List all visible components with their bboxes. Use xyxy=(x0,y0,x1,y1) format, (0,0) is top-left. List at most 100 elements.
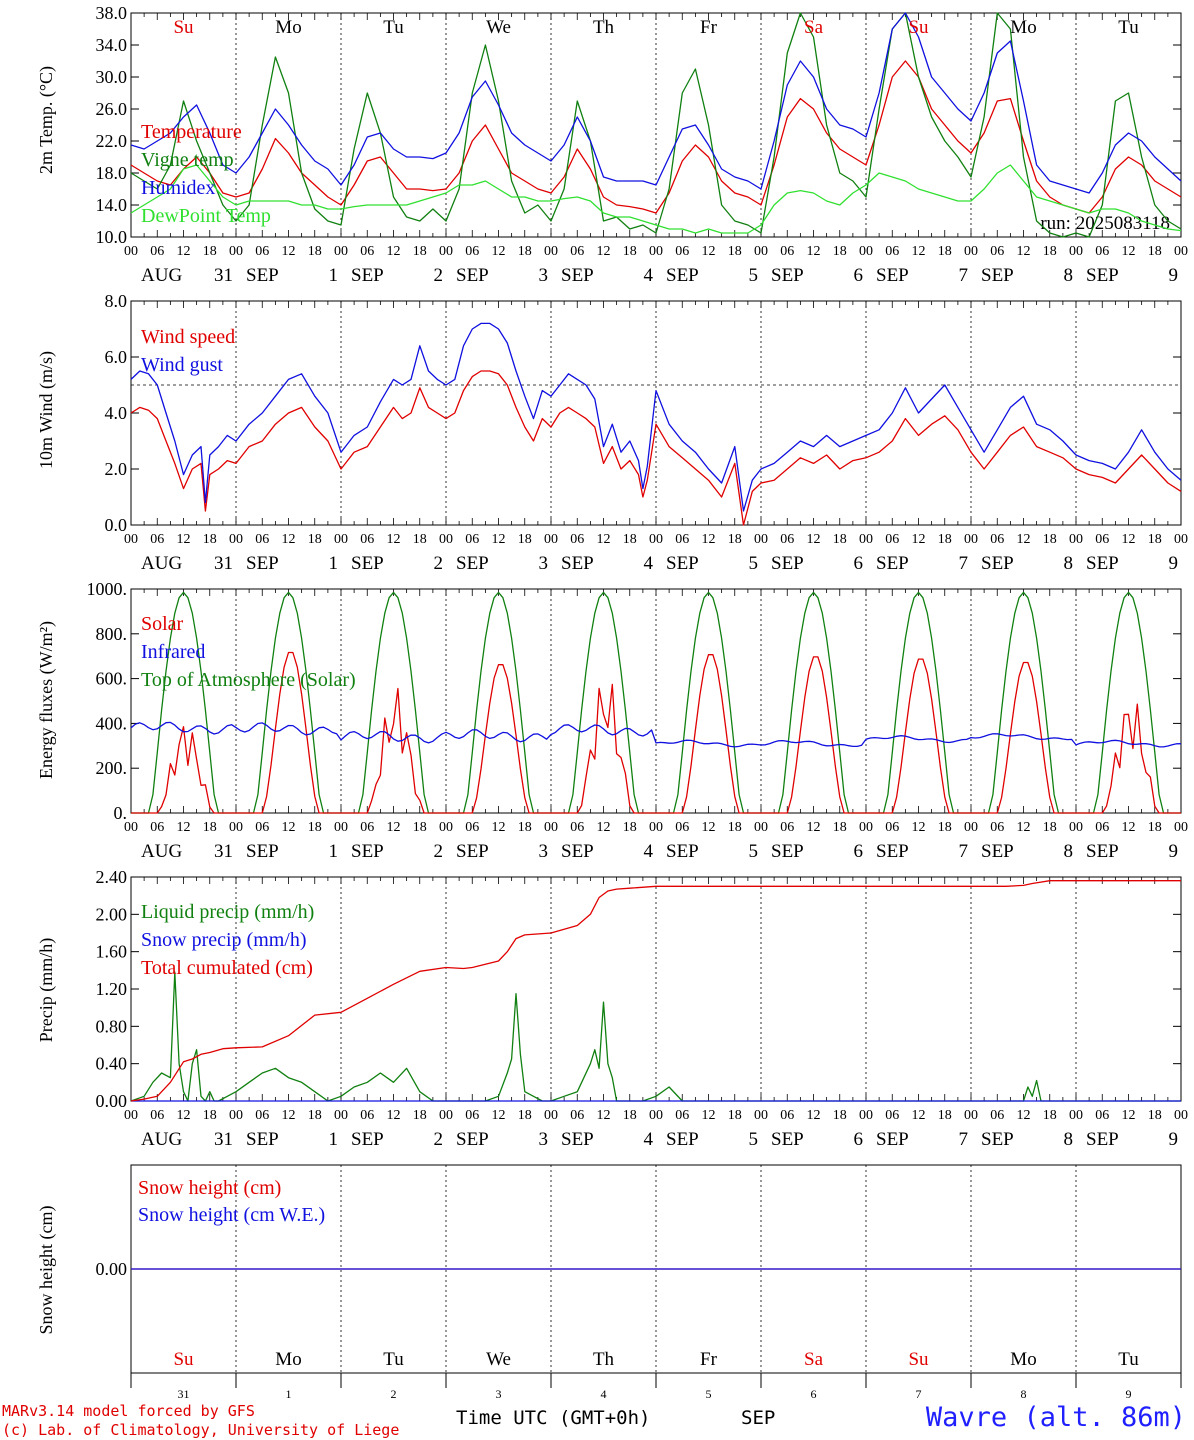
x-hour-label: 06 xyxy=(150,1108,164,1123)
x-date-day: 31 xyxy=(214,553,233,574)
x-hour-label: 12 xyxy=(1122,820,1136,835)
x-hour-label: 00 xyxy=(649,244,663,259)
y-tick-label: 0.80 xyxy=(96,1016,128,1036)
x-hour-label: 00 xyxy=(544,244,558,259)
x-hour-label: 06 xyxy=(780,1108,794,1123)
x-hour-label: 00 xyxy=(859,532,873,547)
day-number-label: 31 xyxy=(178,1387,190,1401)
x-date-day: 5 xyxy=(749,553,759,574)
x-hour-label: 12 xyxy=(1017,244,1031,259)
y-tick-label: 4.0 xyxy=(105,403,128,423)
x-hour-label: 00 xyxy=(124,1108,138,1123)
y-tick-label: 6.0 xyxy=(105,347,128,367)
weekday-label-top: Th xyxy=(593,17,615,38)
x-date-label: SEP xyxy=(246,553,279,574)
y-tick-label: 2.0 xyxy=(105,459,128,479)
day-number-label: 8 xyxy=(1021,1387,1027,1401)
x-hour-label: 00 xyxy=(229,244,243,259)
day-number-label: 5 xyxy=(706,1387,712,1401)
y-axis-label: 10m Wind (m/s) xyxy=(36,351,57,469)
x-hour-label: 12 xyxy=(387,244,401,259)
x-date-label: SEP xyxy=(561,841,594,862)
y-axis-label: Snow height (cm) xyxy=(36,1206,57,1335)
x-date-label: SEP xyxy=(666,1129,699,1150)
x-date-label: SEP xyxy=(561,265,594,286)
x-hour-label: 06 xyxy=(465,244,479,259)
x-hour-label: 06 xyxy=(1095,532,1109,547)
x-hour-label: 18 xyxy=(518,820,532,835)
x-date-day: 31 xyxy=(214,841,233,862)
x-hour-label: 18 xyxy=(413,244,427,259)
x-hour-label: 06 xyxy=(780,244,794,259)
x-date-label: SEP xyxy=(876,841,909,862)
weekday-label-top: Mo xyxy=(1010,17,1036,38)
x-hour-label: 00 xyxy=(334,244,348,259)
x-hour-label: 18 xyxy=(833,244,847,259)
lab-credit: (c) Lab. of Climatology, University of L… xyxy=(2,1421,400,1439)
x-date-day: 2 xyxy=(434,1129,444,1150)
x-date-day: 6 xyxy=(854,553,864,574)
day-number-label: 9 xyxy=(1126,1387,1132,1401)
x-date-day: 9 xyxy=(1169,841,1179,862)
x-date-label: SEP xyxy=(876,553,909,574)
x-hour-label: 00 xyxy=(754,1108,768,1123)
x-hour-label: 18 xyxy=(938,244,952,259)
weekday-label-top: Fr xyxy=(700,17,718,38)
legend-entry: DewPoint Temp xyxy=(141,205,271,227)
x-date-day: 8 xyxy=(1064,1129,1074,1150)
x-date-day: 6 xyxy=(854,1129,864,1150)
x-date-day: 6 xyxy=(854,841,864,862)
x-hour-label: 00 xyxy=(649,820,663,835)
x-hour-label: 18 xyxy=(518,1108,532,1123)
x-hour-label: 12 xyxy=(702,244,716,259)
x-hour-label: 00 xyxy=(754,820,768,835)
x-date-label: AUG xyxy=(141,841,182,862)
x-date-label: SEP xyxy=(246,841,279,862)
series-vigne-temp xyxy=(130,12,1182,238)
x-hour-label: 06 xyxy=(150,820,164,835)
weekday-label-bottom: Tu xyxy=(383,1349,404,1370)
x-date-day: 8 xyxy=(1064,553,1074,574)
x-date-day: 8 xyxy=(1064,841,1074,862)
x-date-label: SEP xyxy=(666,841,699,862)
series-total-cumulated-cm- xyxy=(130,880,1181,1102)
x-hour-label: 00 xyxy=(124,244,138,259)
x-hour-label: 18 xyxy=(203,820,217,835)
day-number-label: 2 xyxy=(391,1387,397,1401)
x-date-label: SEP xyxy=(1086,841,1119,862)
day-number-label: 4 xyxy=(601,1387,607,1401)
x-date-label: SEP xyxy=(876,265,909,286)
x-date-day: 4 xyxy=(644,553,654,574)
x-hour-label: 12 xyxy=(912,820,926,835)
x-hour-label: 06 xyxy=(675,532,689,547)
x-hour-label: 00 xyxy=(1069,820,1083,835)
x-hour-label: 06 xyxy=(885,244,899,259)
x-date-day: 4 xyxy=(644,841,654,862)
x-date-label: SEP xyxy=(1086,553,1119,574)
x-hour-label: 12 xyxy=(597,1108,611,1123)
weekday-label-top: We xyxy=(486,17,511,38)
x-hour-label: 00 xyxy=(1174,820,1188,835)
x-hour-label: 12 xyxy=(282,820,296,835)
x-date-day: 5 xyxy=(749,1129,759,1150)
x-hour-label: 00 xyxy=(964,244,978,259)
y-tick-label: 600. xyxy=(96,669,128,689)
weekday-label-top: Su xyxy=(908,17,929,38)
x-hour-label: 12 xyxy=(702,820,716,835)
y-tick-label: 30.0 xyxy=(96,67,128,87)
x-hour-label: 00 xyxy=(229,820,243,835)
x-hour-label: 00 xyxy=(859,820,873,835)
x-hour-label: 00 xyxy=(439,1108,453,1123)
x-hour-label: 00 xyxy=(544,532,558,547)
x-hour-label: 06 xyxy=(675,820,689,835)
legend-entry: Top of Atmosphere (Solar) xyxy=(141,669,356,691)
series-wind-gust xyxy=(130,322,1182,512)
x-date-day: 31 xyxy=(214,265,233,286)
x-hour-label: 06 xyxy=(885,1108,899,1123)
x-hour-label: 12 xyxy=(807,532,821,547)
x-hour-label: 00 xyxy=(439,244,453,259)
x-hour-label: 18 xyxy=(308,244,322,259)
x-hour-label: 12 xyxy=(597,532,611,547)
x-hour-label: 00 xyxy=(859,1108,873,1123)
y-tick-label: 0.0 xyxy=(105,515,128,535)
